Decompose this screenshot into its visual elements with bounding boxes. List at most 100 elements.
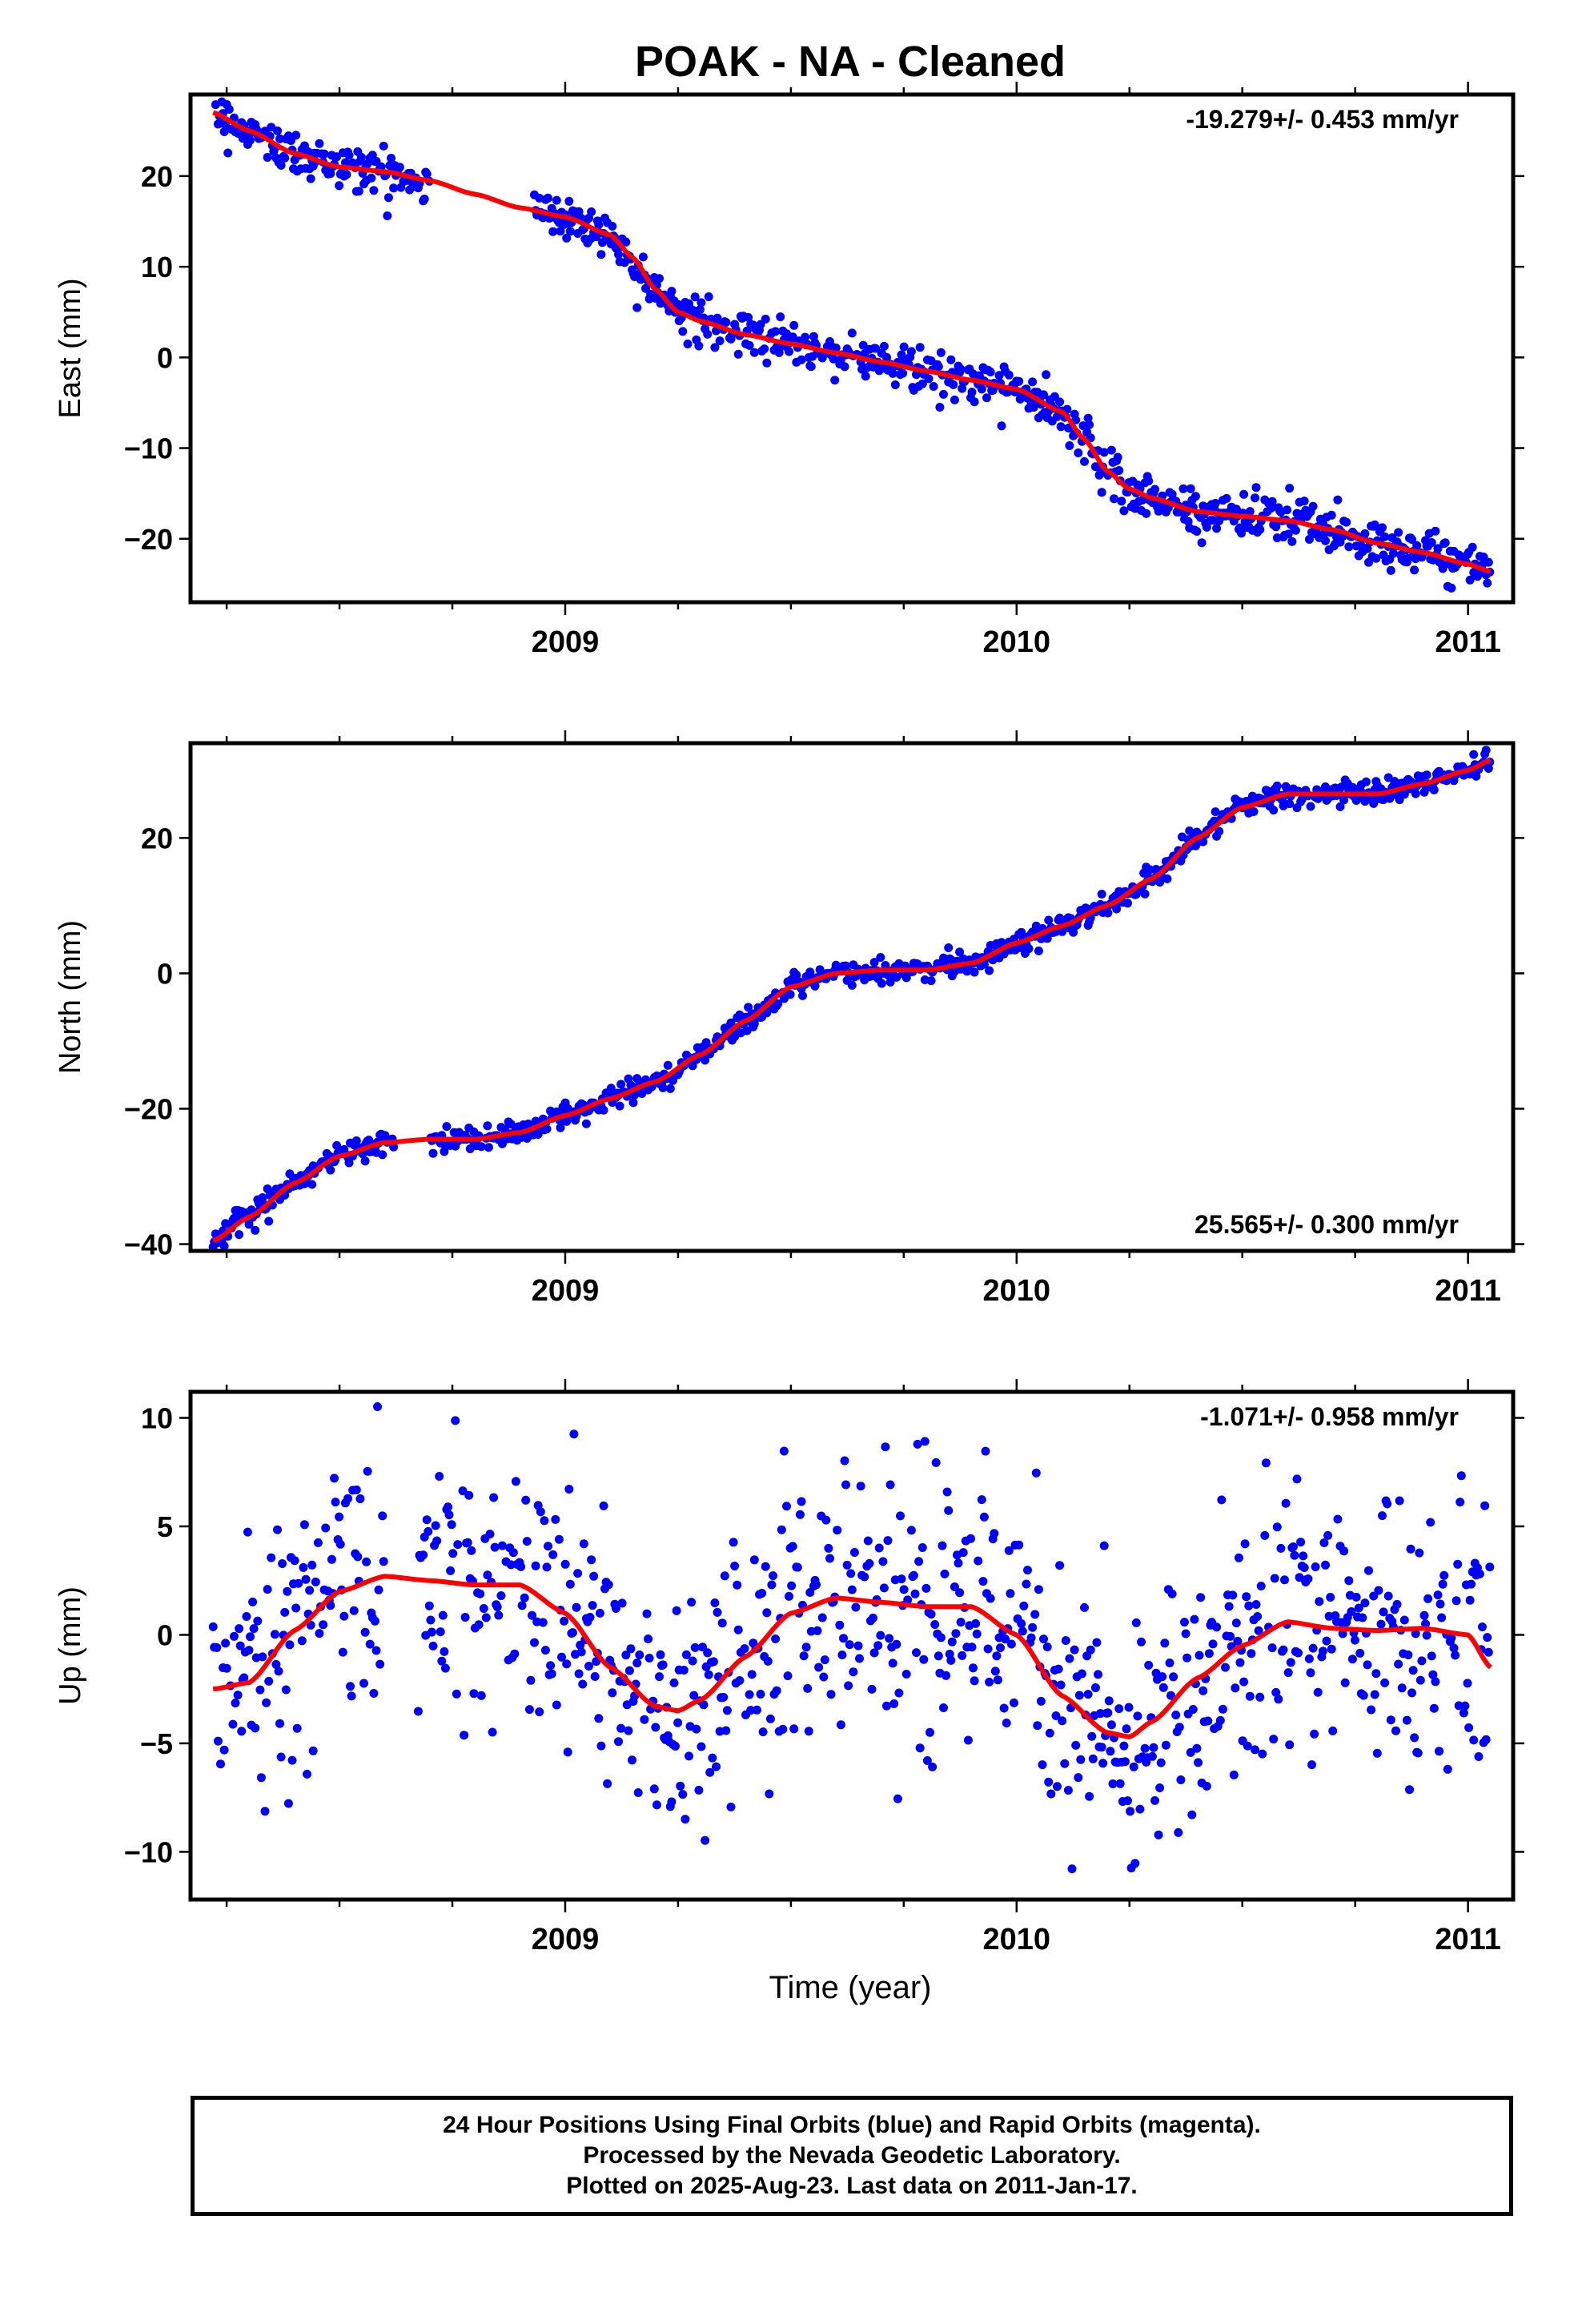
up-data-point xyxy=(594,1714,604,1723)
up-data-point xyxy=(479,1604,488,1613)
up-data-point xyxy=(1147,1751,1157,1761)
up-data-point xyxy=(1304,1654,1314,1663)
up-data-point xyxy=(947,1637,957,1647)
up-data-point xyxy=(546,1661,556,1671)
up-data-point xyxy=(779,1446,789,1456)
up-data-point xyxy=(1240,1539,1250,1549)
up-data-point xyxy=(778,1724,788,1734)
up-data-point xyxy=(1243,1741,1252,1751)
up-data-point xyxy=(733,1580,742,1590)
up-data-point xyxy=(1483,1633,1492,1642)
up-data-point xyxy=(1270,1574,1279,1583)
up-data-point xyxy=(990,1529,999,1538)
up-data-point xyxy=(673,1718,683,1727)
up-data-point xyxy=(1410,1733,1419,1743)
up-data-point xyxy=(1212,1622,1222,1632)
up-data-point xyxy=(1022,1579,1031,1589)
east-data-point xyxy=(1142,509,1151,518)
east-data-point xyxy=(946,355,956,364)
up-data-point xyxy=(476,1589,485,1598)
north-data-point xyxy=(221,1219,231,1228)
north-data-point xyxy=(1472,771,1481,781)
up-data-point xyxy=(1137,1637,1146,1647)
north-data-point xyxy=(1034,946,1043,955)
up-data-point xyxy=(371,1646,381,1655)
north-data-point xyxy=(219,1241,229,1251)
north-data-point xyxy=(841,961,850,971)
up-data-point xyxy=(915,1743,925,1753)
up-data-point xyxy=(1290,1550,1299,1560)
east-data-point xyxy=(1267,504,1276,513)
up-data-point xyxy=(1371,1669,1381,1679)
up-data-point xyxy=(1039,1634,1048,1644)
east-data-point xyxy=(383,211,392,220)
up-data-point xyxy=(1017,1619,1026,1628)
up-data-point xyxy=(767,1580,777,1590)
up-data-point xyxy=(847,1585,857,1594)
up-data-point xyxy=(1135,1804,1145,1814)
up-data-point xyxy=(985,1677,994,1687)
east-data-point xyxy=(906,347,916,356)
up-data-point xyxy=(642,1609,652,1618)
up-data-point xyxy=(589,1571,599,1581)
up-data-point xyxy=(1053,1782,1062,1791)
up-data-point xyxy=(351,1485,361,1494)
up-data-point xyxy=(1478,1622,1487,1631)
up-data-point xyxy=(256,1773,266,1783)
up-data-point xyxy=(1481,1735,1491,1744)
east-data-point xyxy=(879,341,889,351)
up-data-point xyxy=(1328,1726,1338,1735)
up-data-point xyxy=(1347,1607,1356,1616)
up-data-point xyxy=(1242,1592,1251,1602)
up-data-point xyxy=(524,1705,534,1715)
up-data-point xyxy=(1339,1546,1349,1556)
east-data-point xyxy=(830,376,840,385)
east-data-point xyxy=(673,300,683,309)
up-data-point xyxy=(552,1700,561,1710)
up-data-point xyxy=(548,1550,558,1559)
up-data-point xyxy=(690,1642,700,1652)
up-data-point xyxy=(231,1699,240,1708)
east-data-point xyxy=(970,397,979,407)
up-data-point xyxy=(849,1548,859,1557)
up-data-point xyxy=(688,1656,697,1666)
east-data-point xyxy=(369,186,379,195)
up-data-point xyxy=(906,1526,916,1535)
east-data-point xyxy=(697,298,706,308)
east-data-points xyxy=(211,97,1495,593)
up-data-point xyxy=(560,1616,569,1626)
up-data-point xyxy=(587,1555,596,1565)
up-data-point xyxy=(547,1669,556,1679)
up-data-point xyxy=(679,1666,689,1675)
up-data-point xyxy=(1006,1589,1015,1598)
up-data-point xyxy=(440,1663,450,1673)
east-data-point xyxy=(1291,525,1300,535)
up-data-point xyxy=(335,1539,345,1549)
up-data-point xyxy=(422,1515,432,1525)
up-data-point xyxy=(301,1574,311,1584)
up-data-point xyxy=(521,1495,531,1505)
up-data-point xyxy=(1392,1599,1402,1609)
east-data-point xyxy=(1410,565,1419,575)
up-data-point xyxy=(239,1673,249,1683)
up-data-point xyxy=(958,1548,968,1558)
up-data-point xyxy=(1294,1648,1303,1658)
east-data-point xyxy=(1344,542,1354,552)
up-data-point xyxy=(840,1456,849,1466)
up-data-point xyxy=(1417,1656,1427,1666)
up-data-point xyxy=(313,1538,323,1547)
east-data-point xyxy=(935,403,945,412)
up-data-point xyxy=(837,1651,847,1659)
up-data-point xyxy=(689,1691,699,1700)
up-data-point xyxy=(1403,1651,1413,1659)
up-data-point xyxy=(1061,1636,1070,1645)
up-data-point xyxy=(919,1655,929,1664)
up-data-point xyxy=(678,1790,688,1799)
up-data-point xyxy=(1340,1678,1350,1687)
up-data-point xyxy=(1435,1747,1443,1756)
up-data-point xyxy=(1176,1775,1186,1784)
east-data-point xyxy=(695,305,705,315)
up-data-point xyxy=(260,1807,270,1816)
east-data-point xyxy=(949,380,958,389)
north-data-point xyxy=(476,1142,486,1152)
